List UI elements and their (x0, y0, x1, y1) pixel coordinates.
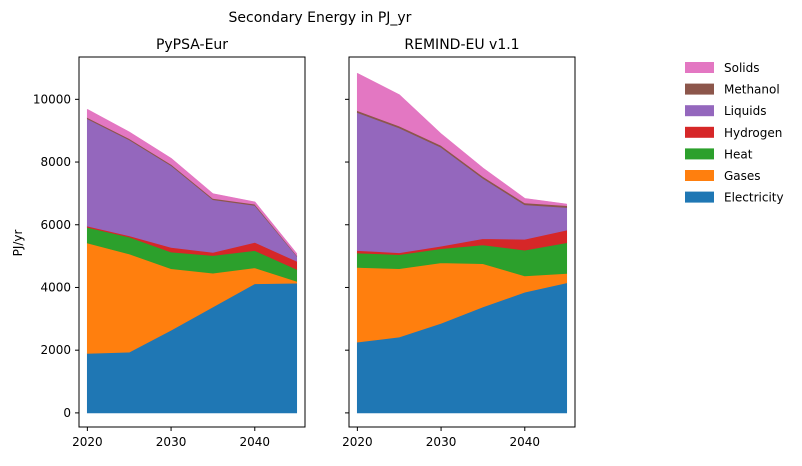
legend-swatch (685, 148, 714, 160)
x-tick-label: 2040 (510, 435, 541, 449)
legend-label: Liquids (724, 104, 766, 118)
legend-item-heat: Heat (685, 147, 753, 161)
legend-item-solids: Solids (685, 61, 760, 75)
legend-label: Methanol (724, 83, 780, 97)
chart-panel-1: PyPSA-Eur 2020 2030 2040 0 2000 4000 6000 8000 10… (33, 37, 306, 449)
y-tick-label: 0 (63, 406, 71, 420)
y-tick-label: 4000 (40, 280, 71, 294)
legend-swatch (685, 170, 714, 181)
panel-title: REMIND-EU v1.1 (404, 37, 519, 53)
chart-panel-2: REMIND-EU v1.1 2020 2030 2040 (342, 37, 576, 449)
legend-label: Gases (724, 169, 761, 183)
legend-swatch (685, 83, 714, 95)
chart-legend: Solids Methanol Liquids Hydrogen Heat Gases El… (685, 61, 784, 205)
legend-item-methanol: Methanol (685, 83, 780, 97)
figure-suptitle: Secondary Energy in PJ_yr (229, 10, 412, 26)
y-axis-label: PJ/yr (11, 230, 25, 257)
legend-item-liquids: Liquids (685, 104, 766, 118)
legend-swatch (685, 191, 714, 203)
area-edge-solids (357, 73, 567, 205)
legend-label: Solids (724, 61, 760, 75)
legend-label: Heat (724, 147, 753, 161)
legend-swatch (685, 105, 714, 117)
y-tick-label: 2000 (40, 343, 71, 357)
x-tick-label: 2030 (156, 435, 187, 449)
x-tick-label: 2020 (72, 435, 103, 449)
y-tick-label: 6000 (40, 218, 71, 232)
legend-item-electricity: Electricity (685, 191, 784, 205)
area-edge-solids (87, 109, 298, 255)
y-tick-label: 10000 (33, 92, 71, 106)
legend-swatch (685, 62, 714, 73)
x-tick-label: 2020 (342, 435, 373, 449)
axes-frame (78, 56, 306, 428)
axes-frame (348, 56, 576, 428)
legend-item-gases: Gases (685, 169, 761, 183)
legend-label: Electricity (724, 191, 784, 205)
area-liquids (356, 111, 568, 254)
legend-swatch (685, 126, 714, 138)
x-tick-label: 2040 (240, 435, 271, 449)
panel-title: PyPSA-Eur (156, 37, 228, 53)
y-tick-label: 8000 (40, 155, 71, 169)
legend-label: Hydrogen (724, 126, 782, 140)
x-tick-label: 2030 (426, 435, 457, 449)
legend-item-hydrogen: Hydrogen (685, 126, 782, 140)
chart-panels: PyPSA-Eur 2020 2030 2040 0 2000 4000 6000 8000 10… (33, 37, 576, 449)
